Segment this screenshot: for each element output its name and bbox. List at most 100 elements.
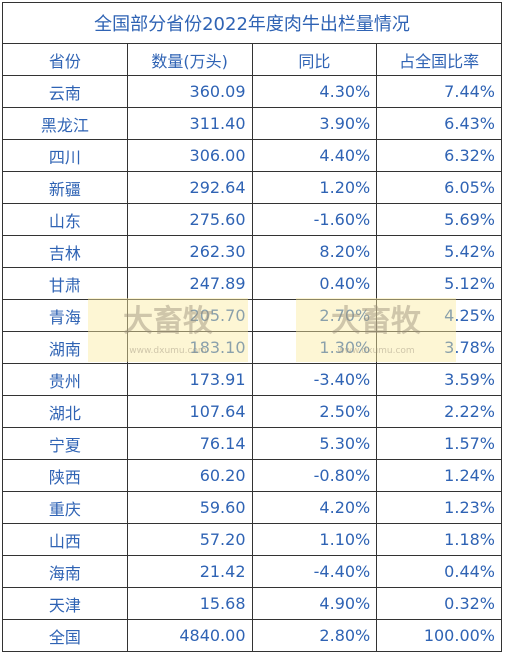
value-cell: 262.30 [126, 235, 253, 268]
value-cell: 0.32% [376, 587, 502, 620]
value-cell: 107.64 [126, 395, 253, 428]
value-cell: 6.43% [376, 107, 502, 140]
table-title: 全国部分省份2022年度肉牛出栏量情况 [2, 2, 502, 44]
value-cell: 2.50% [251, 395, 378, 428]
value-cell: 292.64 [126, 171, 253, 204]
value-cell: 4.40% [251, 139, 378, 172]
value-cell: 5.42% [376, 235, 502, 268]
value-cell: 311.40 [126, 107, 253, 140]
header-cell: 同比 [251, 43, 378, 76]
header-cell: 省份 [2, 43, 128, 76]
table-row: 黑龙江 311.40 3.90% 6.43% [2, 107, 502, 140]
province-cell: 新疆 [2, 171, 128, 204]
table-row: 贵州 173.91 -3.40% 3.59% [2, 363, 502, 396]
province-cell: 贵州 [2, 363, 128, 396]
province-cell: 云南 [2, 75, 128, 108]
province-cell: 天津 [2, 587, 128, 620]
watermark: 大畜牧 www.dxumu.com [88, 298, 248, 362]
value-cell: 3.59% [376, 363, 502, 396]
value-cell: 4.30% [251, 75, 378, 108]
province-cell: 湖南 [2, 331, 128, 364]
value-cell: 1.30% [251, 331, 378, 364]
table-row: 山西 57.20 1.10% 1.18% [2, 523, 502, 556]
value-cell: 5.12% [376, 267, 502, 300]
value-cell: -0.80% [251, 459, 378, 492]
value-cell: 0.40% [251, 267, 378, 300]
title-row: 全国部分省份2022年度肉牛出栏量情况 [2, 2, 502, 44]
table-row: 陕西 60.20 -0.80% 1.24% [2, 459, 502, 492]
province-cell: 重庆 [2, 491, 128, 524]
value-cell: 173.91 [126, 363, 253, 396]
value-cell: 3.90% [251, 107, 378, 140]
value-cell: 1.24% [376, 459, 502, 492]
value-cell: 76.14 [126, 427, 253, 460]
header-row: 省份 数量(万头) 同比 占全国比率 [2, 43, 502, 76]
value-cell: 360.09 [126, 75, 253, 108]
value-cell: 6.05% [376, 171, 502, 204]
value-cell: 5.30% [251, 427, 378, 460]
value-cell: 60.20 [126, 459, 253, 492]
value-cell: 1.57% [376, 427, 502, 460]
value-cell: 1.23% [376, 491, 502, 524]
value-cell: 59.60 [126, 491, 253, 524]
table-row: 山东 275.60 -1.60% 5.69% [2, 203, 502, 236]
watermark-url: www.dxumu.com [129, 346, 207, 356]
value-cell: 6.32% [376, 139, 502, 172]
table-row: 甘肃 247.89 0.40% 5.12% [2, 267, 502, 300]
province-cell: 山西 [2, 523, 128, 556]
province-cell: 四川 [2, 139, 128, 172]
table-row: 云南 360.09 4.30% 7.44% [2, 75, 502, 108]
value-cell: 0.44% [376, 555, 502, 588]
province-cell: 黑龙江 [2, 107, 128, 140]
watermark-brand: 大畜牧 [123, 304, 213, 339]
table-row: 湖南 183.10 1.30% 3.78% [2, 331, 502, 364]
value-cell: 100.00% [376, 619, 502, 652]
table-row: 湖北 107.64 2.50% 2.22% [2, 395, 502, 428]
value-cell: 306.00 [126, 139, 253, 172]
header-cell: 数量(万头) [126, 43, 253, 76]
value-cell: 247.89 [126, 267, 253, 300]
province-cell: 宁夏 [2, 427, 128, 460]
watermark-url: www.dxumu.com [337, 346, 415, 356]
table-row: 新疆 292.64 1.20% 6.05% [2, 171, 502, 204]
value-cell: 4.20% [251, 491, 378, 524]
province-cell: 陕西 [2, 459, 128, 492]
value-cell: 1.10% [251, 523, 378, 556]
table-row: 海南 21.42 -4.40% 0.44% [2, 555, 502, 588]
province-cell: 山东 [2, 203, 128, 236]
table-row: 天津 15.68 4.90% 0.32% [2, 587, 502, 620]
value-cell: 21.42 [126, 555, 253, 588]
value-cell: 2.80% [251, 619, 378, 652]
value-cell: 2.22% [376, 395, 502, 428]
value-cell: 1.18% [376, 523, 502, 556]
value-cell: 7.44% [376, 75, 502, 108]
value-cell: -4.40% [251, 555, 378, 588]
value-cell: 57.20 [126, 523, 253, 556]
value-cell: 4840.00 [126, 619, 253, 652]
value-cell: 1.20% [251, 171, 378, 204]
table-row: 宁夏 76.14 5.30% 1.57% [2, 427, 502, 460]
province-cell: 海南 [2, 555, 128, 588]
value-cell: 5.69% [376, 203, 502, 236]
value-cell: 4.90% [251, 587, 378, 620]
header-cell: 占全国比率 [376, 43, 502, 76]
watermark-brand: 大畜牧 [331, 304, 421, 339]
province-cell: 吉林 [2, 235, 128, 268]
province-cell: 甘肃 [2, 267, 128, 300]
value-cell: 15.68 [126, 587, 253, 620]
value-cell: 183.10 [126, 331, 253, 364]
table-row: 重庆 59.60 4.20% 1.23% [2, 491, 502, 524]
table-row: 四川 306.00 4.40% 6.32% [2, 139, 502, 172]
table-row: 吉林 262.30 8.20% 5.42% [2, 235, 502, 268]
value-cell: 8.20% [251, 235, 378, 268]
value-cell: 275.60 [126, 203, 253, 236]
province-cell: 全国 [2, 619, 128, 652]
value-cell: 2.70% [251, 299, 378, 332]
value-cell: -1.60% [251, 203, 378, 236]
province-cell: 湖北 [2, 395, 128, 428]
table-row: 全国 4840.00 2.80% 100.00% [2, 619, 502, 652]
watermark: 大畜牧 www.dxumu.com [296, 298, 456, 362]
